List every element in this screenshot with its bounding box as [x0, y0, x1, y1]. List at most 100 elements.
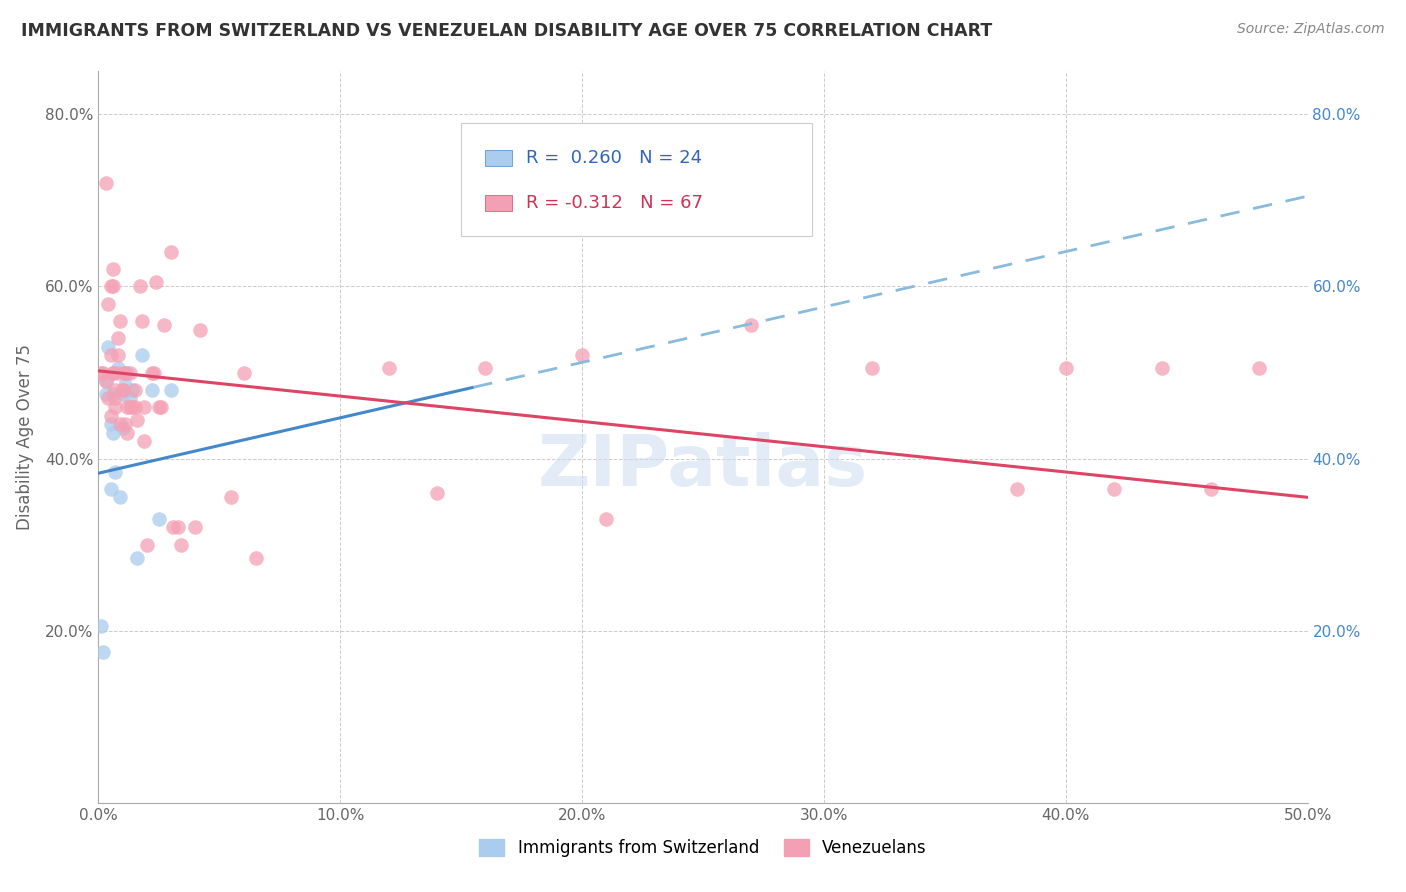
FancyBboxPatch shape [461, 122, 811, 235]
Point [90, 619, 112, 633]
Point [127, 550, 149, 565]
Point [114, 378, 136, 392]
Text: IMMIGRANTS FROM SWITZERLAND VS VENEZUELAN DISABILITY AGE OVER 75 CORRELATION CHA: IMMIGRANTS FROM SWITZERLAND VS VENEZUELA… [21, 22, 993, 40]
Point [169, 538, 191, 552]
Point [104, 383, 127, 397]
Point [117, 400, 139, 414]
Point [101, 366, 124, 380]
Point [1199, 482, 1222, 496]
Point [114, 366, 136, 380]
Point [1102, 482, 1125, 496]
Point [595, 512, 617, 526]
Point [135, 538, 157, 552]
Point [101, 279, 124, 293]
Point [107, 366, 129, 380]
Point [114, 366, 136, 380]
Point [118, 366, 141, 380]
Point [162, 520, 184, 534]
Point [148, 512, 170, 526]
Point [121, 383, 143, 397]
Point [740, 318, 762, 333]
Point [100, 482, 122, 496]
Point [114, 417, 136, 432]
Point [474, 361, 496, 376]
Y-axis label: Disability Age Over 75: Disability Age Over 75 [15, 344, 34, 530]
Point [1249, 361, 1271, 376]
Point [124, 400, 146, 414]
Text: R = -0.312   N = 67: R = -0.312 N = 67 [526, 194, 703, 211]
Point [108, 314, 131, 328]
Point [107, 331, 129, 345]
Point [134, 400, 156, 414]
Point [184, 520, 207, 534]
Point [97, 296, 120, 310]
Point [145, 275, 167, 289]
Point [160, 383, 183, 397]
Point [221, 491, 243, 505]
Point [100, 417, 122, 432]
Point [124, 383, 146, 397]
Point [94, 374, 117, 388]
Point [111, 387, 134, 401]
Point [107, 361, 129, 376]
Point [100, 409, 122, 423]
Point [141, 366, 163, 380]
Point [100, 279, 122, 293]
FancyBboxPatch shape [485, 150, 512, 166]
Point [1007, 482, 1029, 496]
FancyBboxPatch shape [485, 194, 512, 211]
Point [148, 400, 170, 414]
Point [377, 361, 399, 376]
Point [104, 400, 127, 414]
Point [117, 366, 139, 380]
Point [463, 202, 485, 216]
Point [128, 279, 150, 293]
Text: ZIPatlas: ZIPatlas [538, 432, 868, 500]
Point [118, 400, 141, 414]
Point [90, 366, 112, 380]
Point [118, 392, 141, 406]
Point [167, 520, 190, 534]
Point [104, 465, 127, 479]
Point [108, 491, 131, 505]
Point [117, 425, 139, 440]
Point [141, 383, 163, 397]
Point [111, 383, 134, 397]
Point [108, 417, 131, 432]
Point [101, 366, 124, 380]
Point [1054, 361, 1077, 376]
Point [127, 413, 149, 427]
Point [94, 176, 117, 190]
Point [100, 348, 122, 362]
Point [571, 348, 593, 362]
Point [1152, 361, 1174, 376]
Point [121, 400, 143, 414]
Point [232, 366, 254, 380]
Point [107, 348, 129, 362]
Point [152, 318, 174, 333]
Point [131, 314, 153, 328]
Point [188, 322, 211, 336]
Point [150, 400, 173, 414]
Point [101, 387, 124, 401]
Point [134, 434, 156, 449]
Point [860, 361, 883, 376]
Point [97, 340, 120, 354]
Point [104, 392, 127, 406]
Legend: Immigrants from Switzerland, Venezuelans: Immigrants from Switzerland, Venezuelans [472, 832, 934, 864]
Point [111, 383, 134, 397]
Point [160, 245, 183, 260]
Point [94, 387, 117, 401]
Point [245, 550, 267, 565]
Point [131, 348, 153, 362]
Point [94, 374, 117, 388]
Point [426, 486, 449, 500]
Point [101, 262, 124, 277]
Point [91, 645, 114, 659]
Point [91, 366, 114, 380]
Text: Source: ZipAtlas.com: Source: ZipAtlas.com [1237, 22, 1385, 37]
Point [111, 421, 134, 435]
Point [101, 425, 124, 440]
Point [143, 366, 166, 380]
Point [97, 392, 120, 406]
